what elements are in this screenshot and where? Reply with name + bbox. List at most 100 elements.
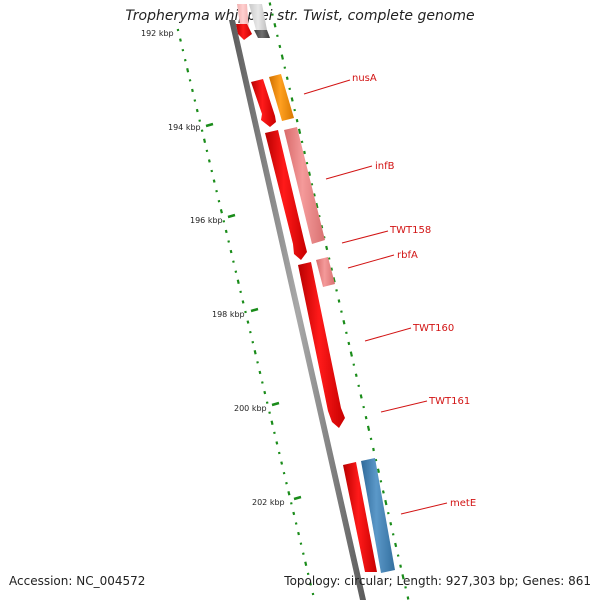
gc-dot — [205, 149, 209, 153]
gene-label-rbfA[interactable]: rbfA — [347, 250, 418, 269]
gc-dot — [327, 257, 331, 260]
gc-dot — [188, 79, 192, 82]
gc-dot — [306, 572, 310, 576]
gc-dot — [303, 150, 306, 155]
gc-dot — [374, 458, 378, 462]
accession-label: Accession: NC_004572 — [9, 574, 146, 588]
gc-dot — [406, 596, 410, 600]
kbp-tick-5: 200 kbp — [234, 401, 280, 413]
gc-dot — [330, 267, 333, 271]
gc-dot — [246, 320, 250, 324]
gene-label-metE[interactable]: metE — [400, 498, 476, 515]
gc-dot — [219, 209, 223, 214]
gc-dot — [359, 394, 363, 399]
gc-dot — [381, 490, 385, 494]
gc-dot — [285, 76, 289, 80]
gc-dot — [305, 161, 309, 165]
kbp-tick-4: 198 kbp — [212, 307, 259, 319]
genome-backbone — [229, 20, 366, 600]
gene-partial-top-red — [236, 24, 252, 40]
gc-dot — [302, 552, 305, 555]
gene-label-text: nusA — [352, 73, 377, 84]
gc-dot — [384, 499, 388, 506]
gc-dot — [224, 229, 228, 234]
gc-dot — [297, 531, 300, 536]
gene-label-text: metE — [450, 498, 476, 509]
gc-dot — [236, 279, 240, 284]
gc-dot — [294, 522, 298, 525]
gc-dot — [340, 310, 343, 313]
gc-dot — [251, 340, 255, 344]
gene-label-TWT161[interactable]: TWT161 — [380, 396, 470, 413]
gc-dot — [396, 554, 400, 557]
gene-partial-top-dark — [254, 30, 270, 38]
gc-dot — [290, 97, 294, 102]
gc-dot — [307, 171, 311, 176]
gc-dot — [273, 431, 276, 435]
kbp-tick-label: 196 kbp — [190, 216, 223, 225]
gc-dot — [253, 350, 257, 355]
gc-dot — [277, 451, 281, 455]
gc-dot — [309, 582, 312, 586]
gc-dot — [195, 108, 199, 113]
gc-dot — [179, 38, 182, 42]
gc-dot — [229, 249, 233, 254]
gc-dot — [270, 420, 274, 425]
gene-label-nusA[interactable]: nusA — [303, 73, 377, 95]
gc-dot — [297, 128, 302, 134]
gc-dot — [293, 108, 296, 112]
kbp-tick-label: 202 kbp — [252, 498, 285, 507]
kbp-tick-label: 198 kbp — [212, 310, 245, 319]
gc-dot — [239, 290, 242, 294]
gc-dot — [256, 361, 259, 364]
gene-cds-red-2 — [265, 130, 307, 260]
gc-dot — [249, 330, 252, 334]
genome-summary: Topology: circular; Length: 927,303 bp; … — [284, 574, 591, 588]
gc-dot — [193, 99, 197, 102]
gc-dot — [299, 542, 303, 545]
gc-dot — [366, 425, 371, 431]
gc-dot — [232, 260, 235, 263]
kbp-tick-label: 194 kbp — [168, 123, 201, 132]
gc-dot — [320, 225, 324, 229]
gc-dot — [280, 54, 284, 60]
kbp-tick-label: 200 kbp — [234, 404, 267, 413]
kbp-tick-label: 192 kbp — [141, 29, 174, 38]
gc-dot — [287, 491, 291, 496]
gc-dot — [227, 240, 230, 243]
gc-dot — [342, 320, 346, 325]
gene-label-TWT158[interactable]: TWT158 — [341, 225, 431, 244]
map-title: Tropheryma whipplei str. Twist, complete… — [125, 8, 475, 24]
gc-dot — [300, 140, 304, 144]
gene-label-TWT160[interactable]: TWT160 — [364, 323, 454, 342]
gc-dot — [337, 299, 341, 303]
gc-dot — [295, 118, 299, 123]
gene-label-text: TWT158 — [389, 225, 431, 236]
gc-dot — [275, 441, 279, 445]
gene-label-text: rbfA — [397, 250, 418, 261]
gc-dot — [364, 415, 368, 420]
kbp-tick-6: 202 kbp — [252, 495, 302, 507]
gc-dot — [273, 23, 277, 28]
gc-dot — [315, 202, 319, 209]
gc-skew-track-inner — [176, 28, 315, 596]
gc-dot — [285, 481, 288, 485]
gene-label-text: TWT161 — [428, 396, 470, 407]
gc-dot — [271, 13, 274, 16]
gc-dot — [325, 245, 329, 251]
gc-dot — [282, 471, 286, 475]
gene-label-text: TWT160 — [412, 323, 454, 334]
gene-cds-rbfA — [316, 257, 335, 287]
gc-dot — [292, 511, 296, 516]
gc-dot — [215, 189, 218, 193]
gc-dot — [186, 68, 190, 73]
gc-dot — [312, 193, 316, 197]
gc-dot — [376, 468, 380, 473]
gene-label-text: infB — [375, 161, 395, 172]
gc-dot — [354, 373, 358, 377]
gc-dot — [332, 277, 336, 283]
gc-dot — [335, 289, 338, 292]
gene-cds-nusA — [269, 74, 294, 121]
gene-label-infB[interactable]: infB — [325, 161, 395, 180]
